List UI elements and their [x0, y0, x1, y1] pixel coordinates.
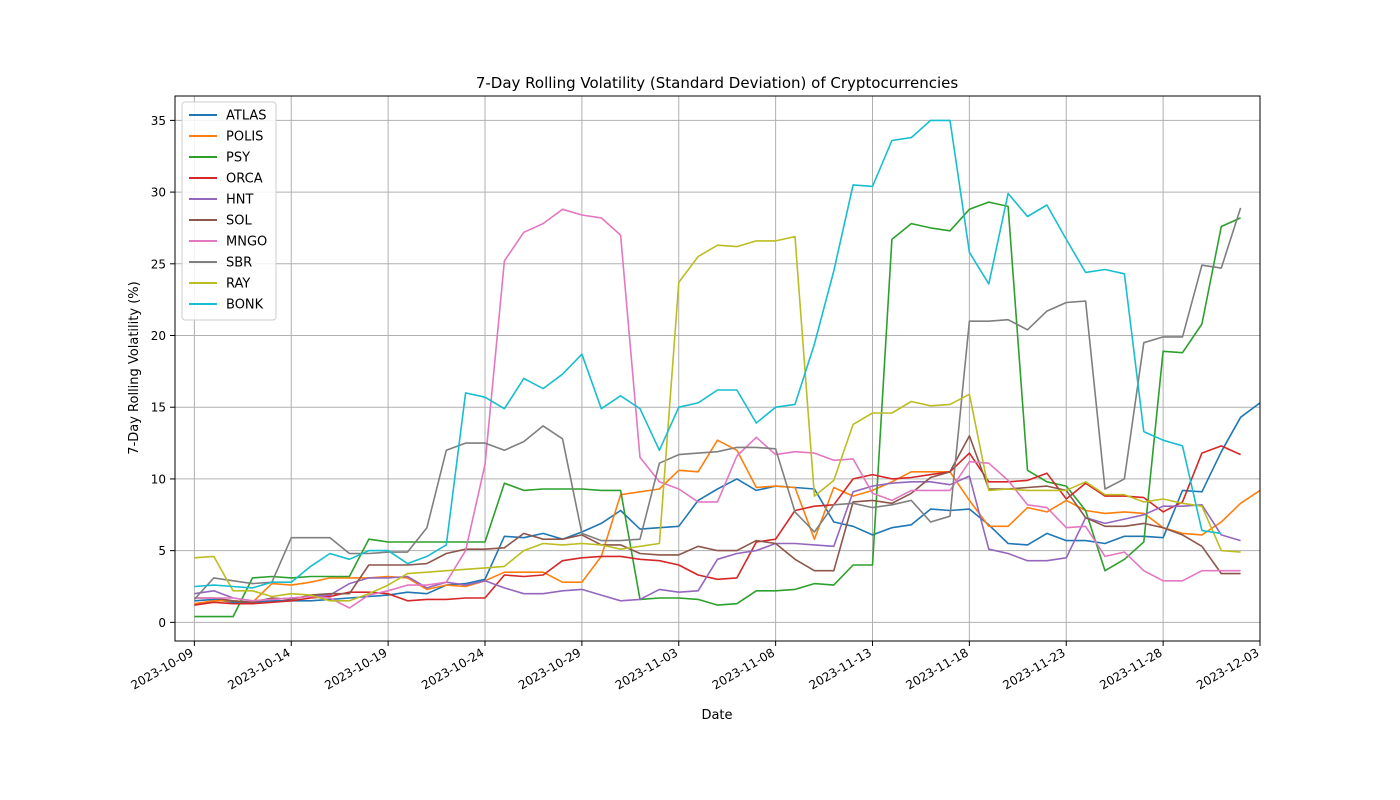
y-tick-label: 30: [151, 186, 166, 200]
legend-label: SBR: [226, 256, 252, 271]
chart-title: 7-Day Rolling Volatility (Standard Devia…: [476, 74, 959, 92]
y-tick-label: 15: [151, 401, 166, 415]
legend-label: RAY: [226, 277, 250, 292]
y-tick-label: 20: [151, 329, 166, 343]
y-axis-label: 7-Day Rolling Volatility (%): [127, 281, 142, 454]
legend-label: SOL: [226, 214, 252, 229]
series-line-mngo: [194, 208, 1241, 609]
legend-label: POLIS: [226, 130, 263, 145]
series-lines: [193, 119, 1261, 618]
legend-label: HNT: [226, 193, 254, 208]
legend-label: PSY: [226, 151, 250, 166]
x-axis-label: Date: [701, 708, 732, 723]
series-line-sbr: [193, 207, 1242, 600]
series-line-orca: [194, 445, 1241, 606]
legend: ATLAS POLIS PSY ORCA HNT SOL MNGO SBR RAY BONK: [181, 101, 277, 321]
series-line-hnt: [194, 475, 1241, 602]
plot-frame: [174, 95, 1261, 642]
legend-label: MNGO: [226, 235, 267, 250]
series-line-bonk: [194, 119, 1222, 589]
y-tick-label: 10: [151, 472, 166, 486]
series-line-atlas: [194, 402, 1261, 604]
y-tick-label: 25: [151, 257, 166, 271]
y-tick-label: 5: [158, 544, 166, 558]
legend-label: BONK: [226, 298, 264, 313]
series-line-psy: [194, 201, 1241, 618]
y-tick-label: 0: [158, 616, 166, 630]
series-line-ray: [194, 235, 1241, 602]
y-axis-ticks: 0 5 10 15 20 25 30 35: [151, 114, 175, 630]
legend-label: ORCA: [226, 172, 263, 187]
y-tick-label: 35: [151, 114, 166, 128]
legend-label: ATLAS: [226, 109, 267, 124]
